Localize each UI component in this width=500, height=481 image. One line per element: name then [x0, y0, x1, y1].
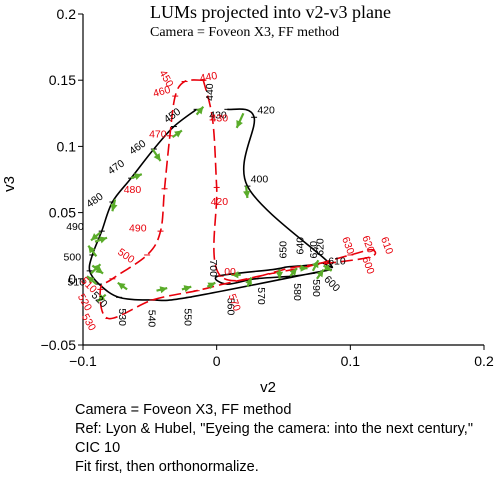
wavelength-label: 600: [321, 274, 342, 295]
vector-arrowhead: [88, 245, 96, 254]
chart-subtitle: Camera = Foveon X3, FF method: [150, 25, 340, 40]
y-tick-label: 0.05: [49, 205, 76, 221]
figure-caption: Camera = Foveon X3, FF method Ref: Lyon …: [75, 401, 495, 477]
vector-arrowhead: [300, 264, 308, 272]
vector-arrowhead: [95, 266, 104, 274]
wavelength-label: 540: [145, 310, 157, 328]
wavelength-label: 480: [84, 190, 105, 210]
y-tick-label: 0.2: [57, 6, 77, 22]
y-tick-label: 0.15: [49, 72, 76, 88]
chart-title: LUMs projected into v2-v3 plane: [150, 2, 391, 22]
vector-arrowhead: [117, 282, 126, 290]
y-tick-label: 0.1: [57, 138, 77, 154]
vector-arrowhead: [207, 282, 216, 290]
wavelength-label: 610: [328, 255, 346, 267]
wavelength-label: 490: [66, 221, 84, 233]
vector-arrowhead: [275, 271, 284, 279]
vector-arrowhead: [110, 203, 118, 212]
wavelength-label: 570: [226, 292, 243, 313]
x-tick-label: 0.2: [474, 353, 494, 369]
wavelength-label: 620: [315, 238, 327, 256]
wavelength-label: 470: [149, 128, 167, 140]
wavelength-label: 640: [295, 237, 307, 255]
vector-arrowhead: [289, 268, 297, 276]
wavelength-label: 570: [255, 287, 267, 305]
wavelength-label: 560: [224, 298, 236, 316]
vector-arrowhead: [231, 271, 239, 279]
vector-arrowhead: [183, 285, 192, 293]
wavelength-label: 490: [129, 222, 147, 234]
vector-arrowhead: [153, 153, 161, 161]
caption-line-camera: Camera = Foveon X3, FF method: [75, 402, 292, 418]
series-line-1: [99, 79, 377, 320]
y-tick-label: −0.05: [41, 337, 77, 353]
vector-arrowhead: [92, 264, 101, 272]
wavelength-label: 470: [106, 157, 127, 177]
wavelength-label: 620: [359, 234, 376, 255]
vector-arrowhead: [99, 236, 108, 244]
wavelength-label: 550: [181, 308, 193, 326]
vector-arrowhead: [316, 269, 324, 278]
wavelength-label: 450: [162, 106, 183, 126]
vector-arrowhead: [174, 130, 182, 138]
wavelength-label: 650: [277, 241, 289, 259]
wavelength-label: 460: [127, 138, 148, 158]
vector-arrowhead: [196, 106, 204, 115]
vector-arrowhead: [311, 260, 319, 269]
wavelength-label: 430: [209, 110, 227, 122]
x-axis-label: v2: [260, 379, 276, 396]
wavelength-label: 630: [308, 241, 320, 259]
wavelength-label: 600: [359, 255, 376, 276]
wavelength-label: 420: [257, 104, 275, 116]
wavelength-label: 00: [224, 266, 236, 278]
vector-arrowhead: [159, 286, 168, 294]
axes: −0.05 0 0.05 0.1 0.15 0.2 −0.1 0 0.1 0.2: [41, 6, 494, 369]
vector-arrowhead: [97, 294, 106, 302]
chart-svg: −0.05 0 0.05 0.1 0.15 0.2 −0.1 0 0.1 0.2 440 450 46…: [1, 6, 494, 396]
wavelength-label: 460: [152, 84, 172, 100]
wavelength-label: 630: [339, 235, 356, 256]
vector-arrowhead: [133, 173, 142, 181]
vector-arrowhead: [91, 233, 99, 241]
wavelength-label: 530: [79, 312, 98, 333]
vector-arrowhead: [87, 276, 95, 284]
caption-line-method: Fit first, then orthonormalize.: [75, 459, 259, 475]
wavelength-label: 610: [378, 235, 395, 256]
x-tick-label: −0.1: [69, 353, 97, 369]
x-tick-label: 0: [213, 353, 221, 369]
wavelength-label: 440: [199, 70, 218, 85]
wavelength-label: 700: [207, 259, 219, 277]
arrows: [86, 105, 333, 303]
wavelength-label: 400: [251, 173, 269, 185]
wavelength-label: 420: [211, 196, 229, 208]
wavelength-label: 510: [68, 277, 86, 289]
y-tick-label: 0: [68, 271, 76, 287]
vector-arrowhead: [236, 120, 243, 128]
caption-line-reference: Ref: Lyon & Hubel, "Eyeing the camera: i…: [75, 421, 473, 456]
curves: [86, 79, 377, 320]
wavelength-label: 430: [211, 112, 229, 124]
wavelength-label: 500: [64, 251, 82, 263]
vector-arrowhead: [243, 190, 251, 199]
vector-arrowhead: [323, 263, 332, 271]
vector-arrowhead: [245, 277, 252, 286]
wavelength-label: 590: [310, 279, 322, 297]
wavelength-label: 530: [116, 308, 128, 326]
x-tick-label: 0.1: [341, 353, 361, 369]
y-axis-label: v3: [1, 176, 18, 192]
wavelength-label: 500: [115, 246, 136, 266]
wavelength-label: 580: [291, 283, 303, 301]
wavelength-label: 440: [204, 83, 216, 101]
wavelength-label: 480: [124, 184, 142, 196]
